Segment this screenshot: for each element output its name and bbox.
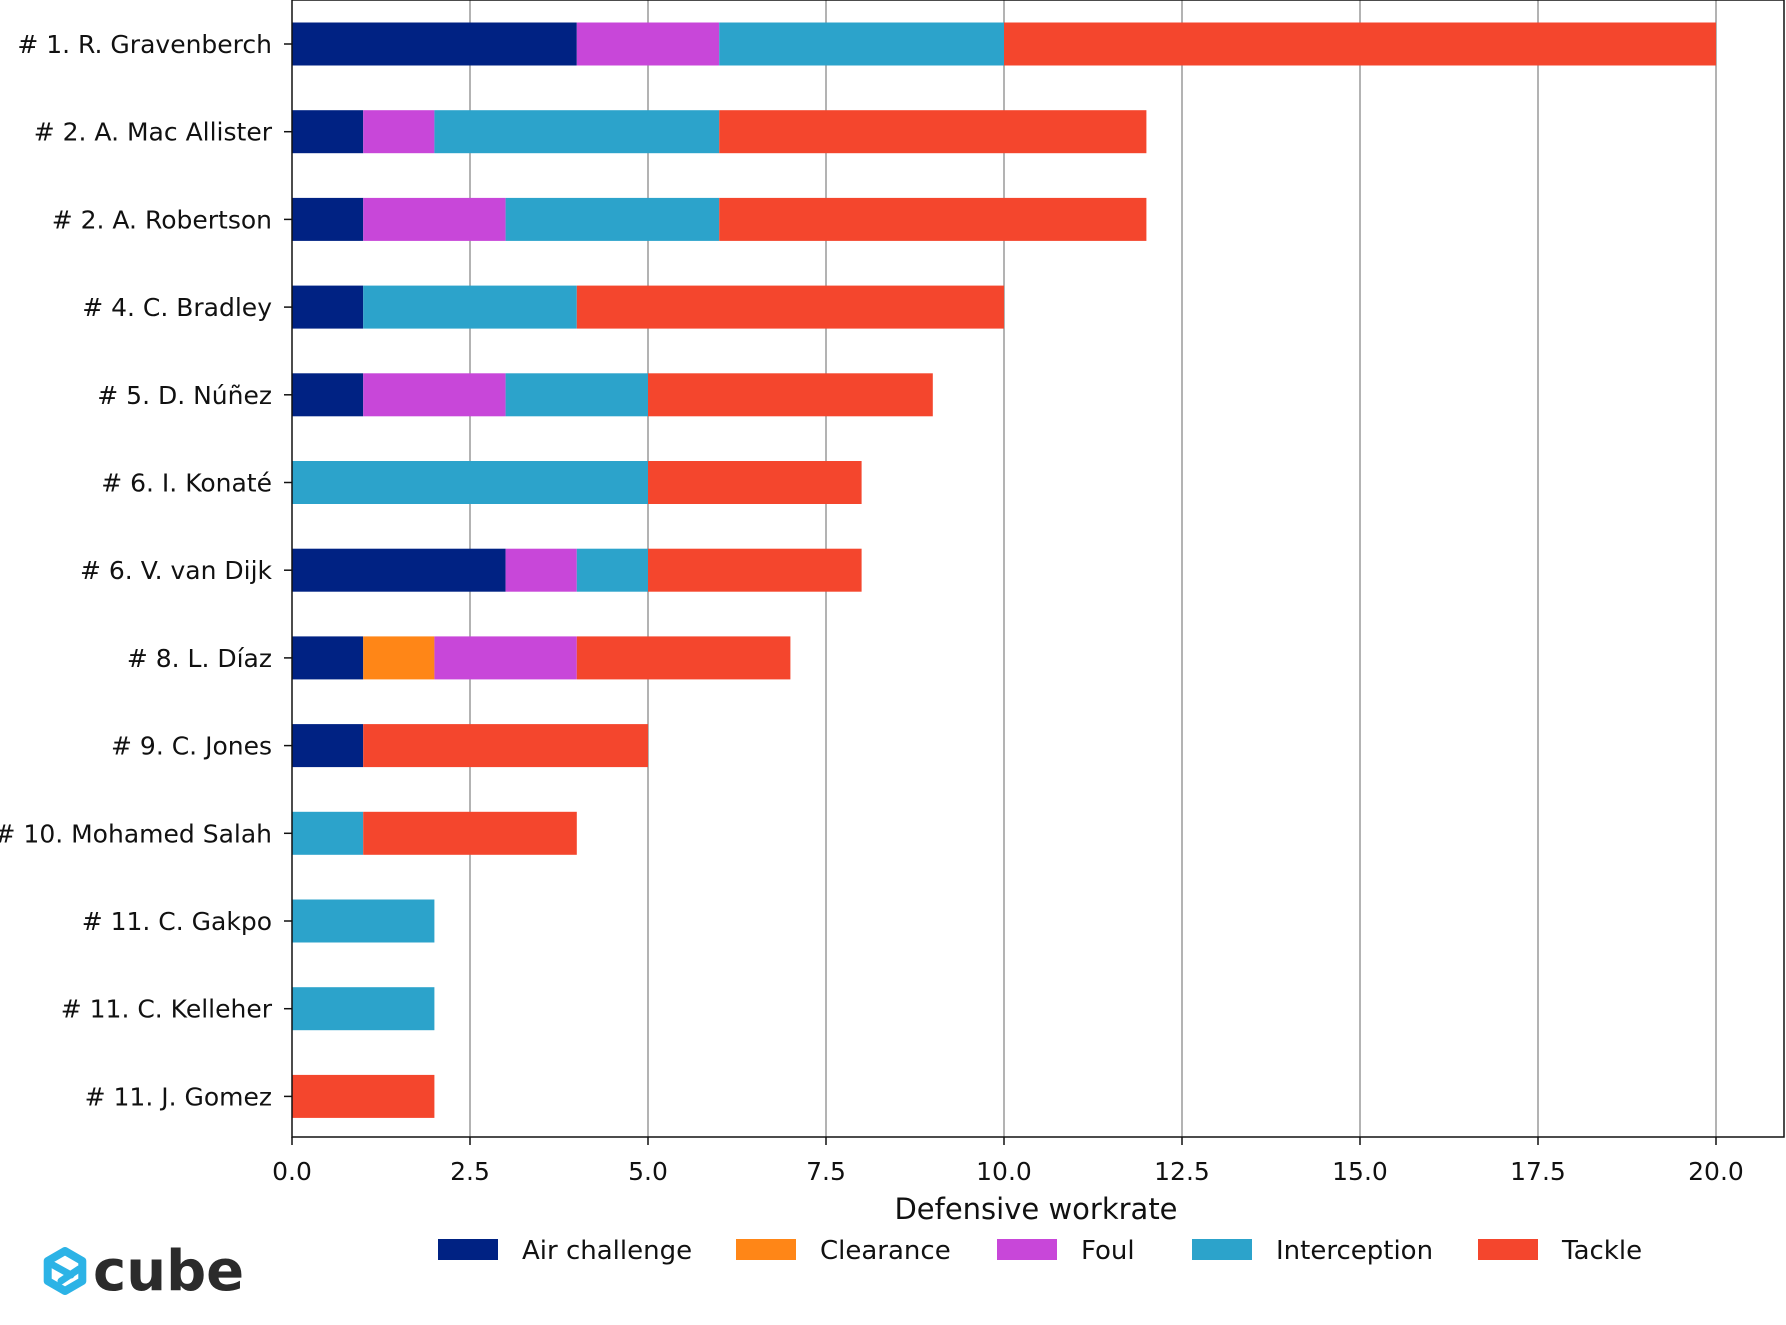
plot-frame	[291, 0, 1785, 1138]
y-tick-label: # 4. C. Bradley	[82, 293, 272, 322]
bar-segment-interception	[292, 987, 435, 1031]
legend-label: Clearance	[820, 1236, 951, 1266]
bar-segment-tackle	[363, 811, 577, 855]
bar-segment-air-challenge	[292, 373, 364, 417]
y-tick-label: # 5. D. Núñez	[97, 381, 272, 410]
x-tick-label: 12.5	[1154, 1157, 1210, 1186]
bar-segment-air-challenge	[292, 197, 364, 241]
bar-segment-foul	[576, 22, 720, 66]
bar-segment-foul	[505, 548, 577, 592]
bar-segment-foul	[363, 373, 506, 417]
bar-segment-air-challenge	[292, 22, 577, 66]
bar-segment-tackle	[648, 548, 862, 592]
x-axis: 0.0 2.5 5.0 7.5 10.0 12.5 15.0 17.5 20.0	[272, 1137, 1744, 1186]
y-tick-label: # 9. C. Jones	[111, 732, 272, 761]
bar-segment-tackle	[576, 285, 1004, 329]
bar-segment-clearance	[363, 636, 435, 680]
legend-label: Interception	[1276, 1236, 1433, 1266]
legend-swatch	[1192, 1239, 1252, 1260]
brand-wordmark: cube	[93, 1239, 244, 1304]
legend-label: Tackle	[1561, 1236, 1642, 1266]
bar-segment-tackle	[719, 110, 1147, 154]
legend-swatch	[438, 1239, 498, 1260]
x-tick-label: 20.0	[1688, 1157, 1744, 1186]
bar-segment-interception	[576, 548, 648, 592]
x-axis-title: Defensive workrate	[894, 1192, 1177, 1226]
bar-segment-tackle	[1004, 22, 1716, 66]
legend-label: Foul	[1081, 1236, 1135, 1266]
bar-segment-tackle	[648, 461, 862, 504]
y-tick-label: # 10. Mohamed Salah	[0, 819, 272, 848]
bar-segment-foul	[363, 110, 435, 154]
bar-segment-tackle	[363, 724, 648, 768]
bar-segment-interception	[505, 373, 648, 417]
bar-segment-tackle	[719, 197, 1147, 241]
bar-segment-air-challenge	[292, 110, 364, 154]
bar-segment-foul	[434, 636, 577, 680]
bar-segment-tackle	[648, 373, 933, 417]
y-tick-label: # 2. A. Mac Allister	[34, 118, 273, 147]
y-tick-label: # 1. R. Gravenberch	[17, 30, 272, 59]
y-axis: # 1. R. Gravenberch # 2. A. Mac Allister #…	[0, 30, 292, 1111]
legend-label: Air challenge	[522, 1236, 692, 1266]
bar-segment-interception	[505, 197, 720, 241]
bar-segment-interception	[292, 811, 364, 855]
bar-segment-air-challenge	[292, 548, 506, 592]
x-tick-label: 7.5	[806, 1157, 846, 1186]
legend-swatch	[736, 1239, 796, 1260]
bar-segment-air-challenge	[292, 724, 364, 768]
bar-segment-interception	[719, 22, 1004, 66]
x-tick-label: 2.5	[450, 1157, 490, 1186]
bar-segment-air-challenge	[292, 285, 364, 329]
legend-swatch	[997, 1239, 1057, 1260]
bar-segment-interception	[292, 899, 435, 943]
x-tick-label: 5.0	[628, 1157, 668, 1186]
legend-swatch	[1478, 1239, 1538, 1260]
brand-logo: cube	[43, 1239, 244, 1304]
cube-logo-icon	[43, 1247, 87, 1295]
bar-segment-tackle	[292, 1074, 435, 1118]
y-tick-label: # 6. I. Konaté	[101, 469, 272, 498]
bar-segment-foul	[363, 197, 506, 241]
y-tick-label: # 8. L. Díaz	[127, 644, 272, 673]
bar-segment-air-challenge	[292, 636, 364, 680]
bar-segment-tackle	[576, 636, 791, 680]
x-tick-label: 15.0	[1332, 1157, 1388, 1186]
bars	[292, 22, 1716, 1118]
y-tick-label: # 11. C. Kelleher	[61, 995, 273, 1024]
y-tick-label: # 6. V. van Dijk	[80, 556, 273, 585]
x-tick-label: 17.5	[1510, 1157, 1566, 1186]
bar-segment-interception	[363, 285, 577, 329]
legend: Air challenge Clearance Foul Interception Ta…	[438, 1236, 1642, 1266]
x-tick-label: 0.0	[272, 1157, 312, 1186]
y-tick-label: # 11. C. Gakpo	[82, 907, 272, 936]
x-tick-label: 10.0	[976, 1157, 1032, 1186]
y-tick-label: # 2. A. Robertson	[52, 205, 272, 234]
bar-segment-interception	[292, 461, 648, 504]
bar-segment-interception	[434, 110, 720, 154]
y-tick-label: # 11. J. Gomez	[85, 1082, 272, 1111]
